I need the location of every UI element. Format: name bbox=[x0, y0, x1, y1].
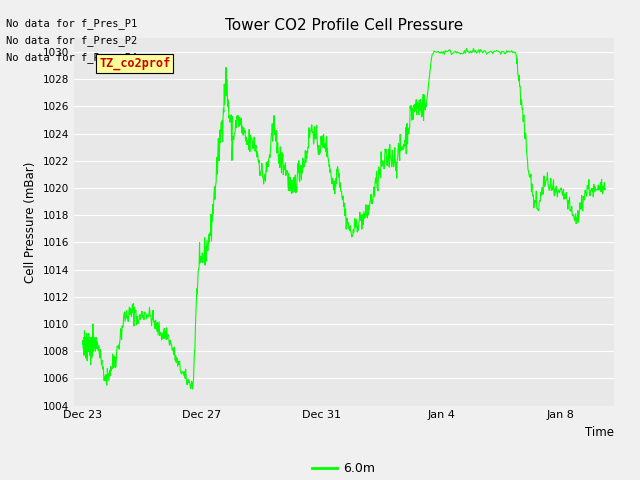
Text: No data for f_Pres_P4: No data for f_Pres_P4 bbox=[6, 52, 138, 63]
Text: No data for f_Pres_P2: No data for f_Pres_P2 bbox=[6, 35, 138, 46]
Title: Tower CO2 Profile Cell Pressure: Tower CO2 Profile Cell Pressure bbox=[225, 18, 463, 33]
Y-axis label: Cell Pressure (mBar): Cell Pressure (mBar) bbox=[24, 161, 37, 283]
Legend: 6.0m: 6.0m bbox=[307, 457, 381, 480]
X-axis label: Time: Time bbox=[586, 426, 614, 439]
Text: No data for f_Pres_P1: No data for f_Pres_P1 bbox=[6, 18, 138, 29]
Text: TZ_co2prof: TZ_co2prof bbox=[99, 57, 170, 70]
